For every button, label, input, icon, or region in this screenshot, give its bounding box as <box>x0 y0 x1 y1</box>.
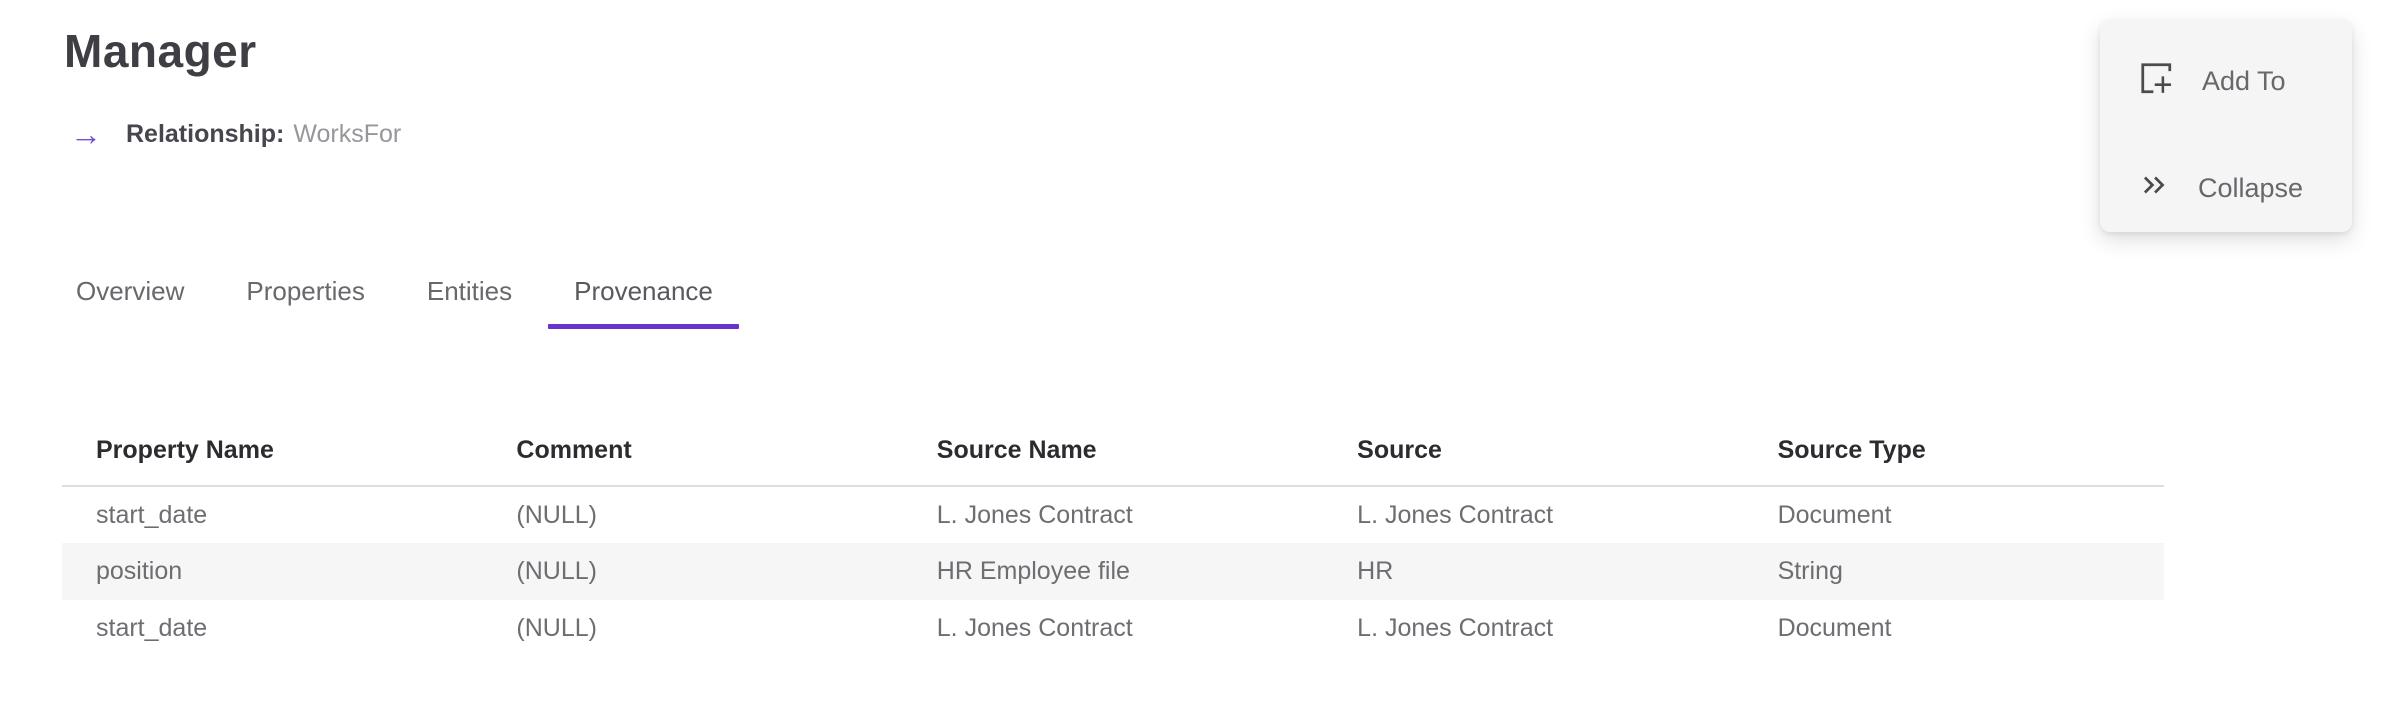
table-cell: String <box>1777 557 1843 585</box>
table-cell: Document <box>1777 500 1892 529</box>
table-cell: L. Jones Contract <box>1357 614 1554 642</box>
relationship-arrow-icon: → <box>70 116 102 152</box>
table-cell: HR Employee file <box>936 557 1130 585</box>
table-cell: Document <box>1777 614 1892 642</box>
column-header: Property Name <box>62 436 483 487</box>
tabs: Overview Properties Entities Provenance <box>76 276 739 329</box>
table-cell: start_date <box>96 614 208 642</box>
table-cell: L. Jones Contract <box>936 614 1133 642</box>
actions-panel: Add To Collapse <box>2100 20 2352 232</box>
table-cell: L. Jones Contract <box>1357 500 1554 529</box>
tab-entities[interactable]: Entities <box>426 276 513 306</box>
provenance-table: Property Name Comment Source Name Source Sou… <box>62 436 2164 657</box>
table-header-row: Property Name Comment Source Name Source Sou… <box>62 436 2164 487</box>
collapse-label: Collapse <box>2198 173 2304 203</box>
tab-provenance[interactable]: Provenance <box>548 276 739 329</box>
add-to-label: Add To <box>2202 66 2286 96</box>
add-to-frame-icon <box>2138 60 2174 103</box>
double-chevron-right-icon <box>2138 169 2170 208</box>
table-row[interactable]: position (NULL) HR Employee file HR String <box>62 543 2164 600</box>
table-row[interactable]: start_date (NULL) L. Jones Contract L. Jone… <box>62 600 2164 657</box>
column-header: Comment <box>482 436 903 487</box>
table-row[interactable]: start_date (NULL) L. Jones Contract L. Jone… <box>62 486 2164 543</box>
relationship-line: → Relationship: WorksFor <box>70 116 402 152</box>
table-cell: HR <box>1357 557 1394 585</box>
add-to-button[interactable]: Add To <box>2138 60 2352 103</box>
tab-properties[interactable]: Properties <box>246 276 365 306</box>
column-header: Source Name <box>902 436 1324 487</box>
page-title: Manager <box>64 25 257 77</box>
table-cell: (NULL) <box>516 557 597 585</box>
relationship-label: Relationship: <box>126 120 285 148</box>
table-header: Property Name Comment Source Name Source Sou… <box>62 436 2164 487</box>
relationship-value: WorksFor <box>293 120 402 148</box>
collapse-button[interactable]: Collapse <box>2138 169 2352 208</box>
column-header: Source Type <box>1743 436 2164 487</box>
table-cell: (NULL) <box>516 500 597 529</box>
table-cell: start_date <box>96 500 208 529</box>
column-header: Source <box>1323 436 1744 487</box>
table-cell: position <box>96 557 183 585</box>
table-cell: L. Jones Contract <box>936 500 1133 529</box>
table-cell: (NULL) <box>516 614 597 642</box>
tab-overview[interactable]: Overview <box>76 276 185 306</box>
table-body: start_date (NULL) L. Jones Contract L. Jone… <box>62 486 2164 657</box>
